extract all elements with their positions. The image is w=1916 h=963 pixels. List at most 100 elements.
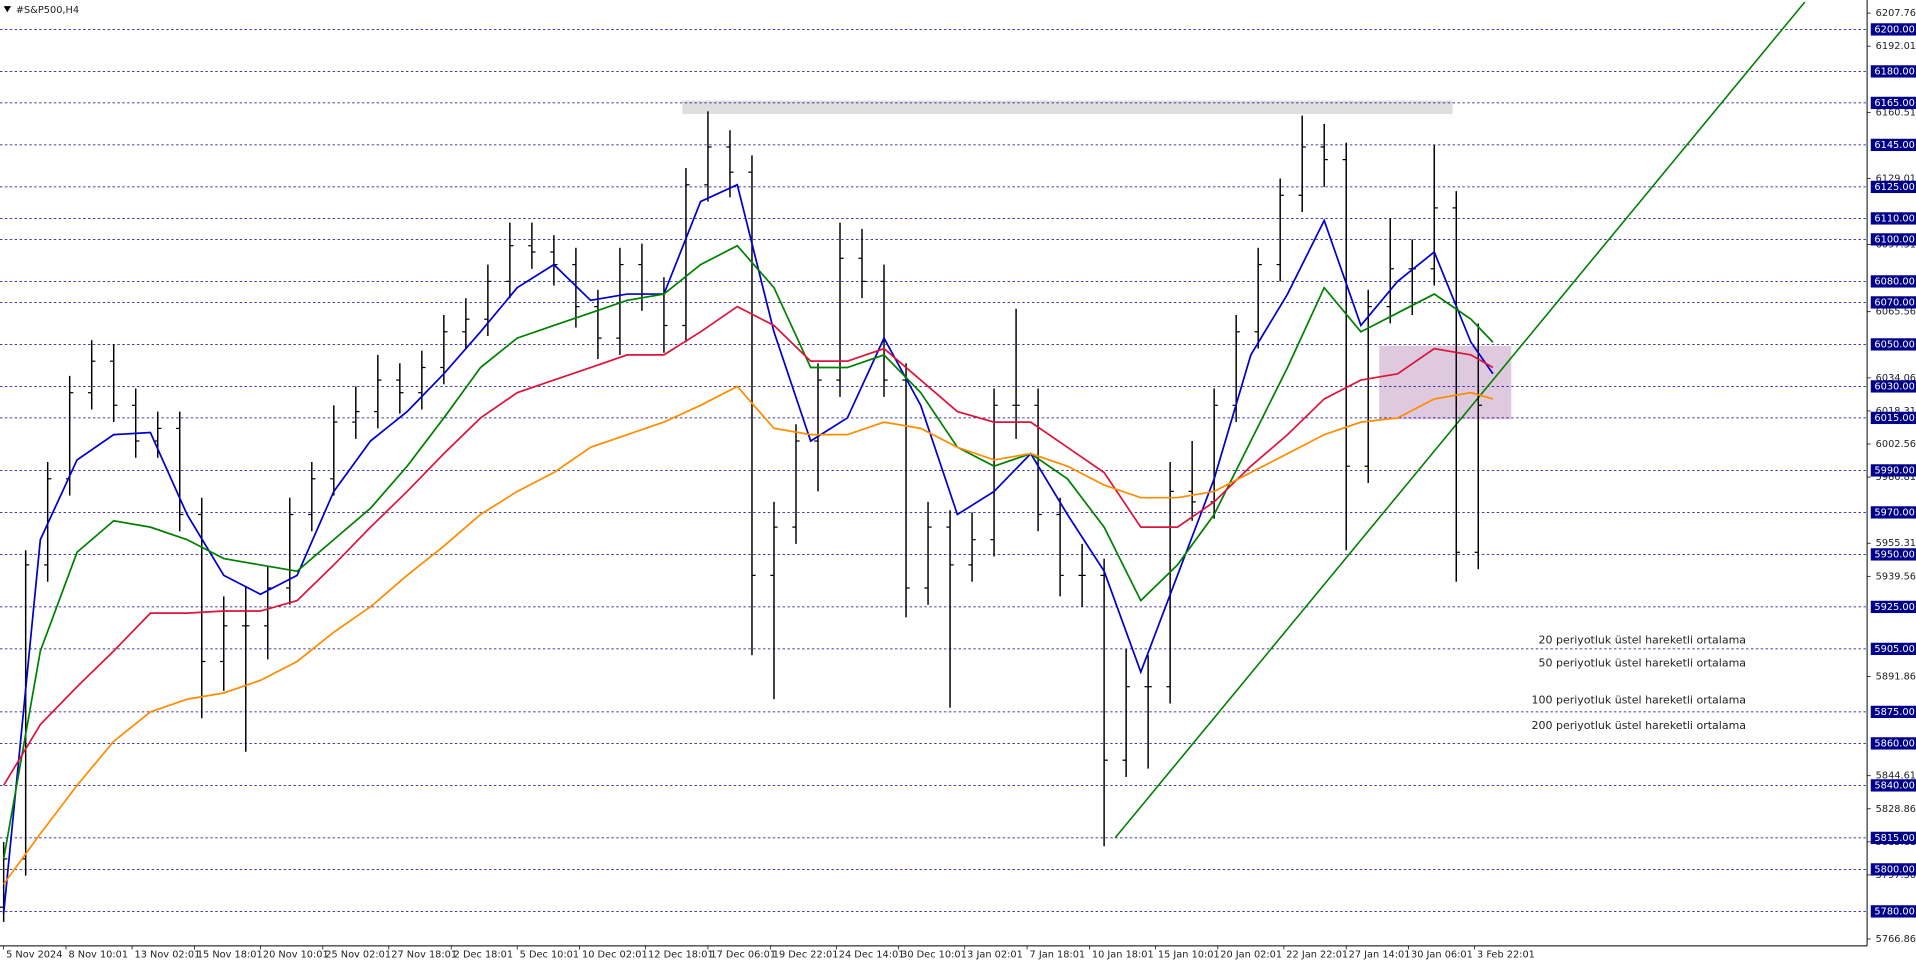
- x-tick-label: 15 Jan 10:01: [1158, 949, 1220, 960]
- menu-arrow: [3, 6, 12, 13]
- x-tick-label: 7 Jan 18:01: [1030, 949, 1086, 960]
- level-label: 6125.00: [1874, 182, 1914, 193]
- level-label: 6100.00: [1874, 234, 1914, 245]
- level-label: 6080.00: [1874, 276, 1914, 287]
- x-tick-label: 25 Nov 02:01: [325, 949, 391, 960]
- level-label: 5925.00: [1874, 602, 1914, 613]
- level-label-box: [1870, 96, 1916, 110]
- x-tick-label: 17 Dec 06:01: [710, 949, 776, 960]
- x-tick-label: 12 Dec 18:01: [648, 949, 714, 960]
- level-label-box: [1870, 548, 1916, 561]
- level-label-box: [1870, 705, 1916, 719]
- y-tick-label: 6192.01: [1876, 41, 1916, 52]
- level-label-box: [1870, 338, 1916, 351]
- zone: [682, 100, 1453, 115]
- y-tick-label: 6018.31: [1876, 406, 1916, 417]
- y-tick-label: 5844.61: [1876, 771, 1916, 782]
- level-label: 5800.00: [1874, 864, 1914, 875]
- level-label-box: [1870, 23, 1916, 36]
- level-label: 6110.00: [1874, 213, 1914, 224]
- y-tick-label: 5955.31: [1876, 538, 1916, 549]
- level-label: 5950.00: [1874, 549, 1914, 560]
- ma-line: [2, 244, 1494, 859]
- ma-line: [2, 183, 1494, 914]
- y-tick-label: 5939.56: [1876, 571, 1916, 582]
- x-tick-label: 15 Nov 18:01: [197, 949, 263, 960]
- x-tick-label: 2 Dec 18:01: [454, 949, 513, 960]
- level-label-box: [1870, 212, 1916, 225]
- ma-line: [2, 305, 1494, 786]
- x-tick-label: 10 Jan 18:01: [1092, 949, 1154, 960]
- level-label-box: [1870, 464, 1916, 477]
- x-tick-label: 19 Dec 22:01: [773, 949, 839, 960]
- x-tick-label: 13 Nov 02:01: [134, 949, 200, 960]
- level-label: 5905.00: [1874, 644, 1914, 655]
- y-tick-label: 6160.51: [1876, 107, 1916, 118]
- level-label-box: [1870, 180, 1916, 194]
- level-label: 6180.00: [1874, 66, 1914, 77]
- level-label: 5840.00: [1874, 780, 1914, 791]
- x-tick-label: 10 Dec 02:01: [582, 949, 648, 960]
- y-tick-label: 5828.86: [1876, 804, 1916, 815]
- x-tick-label: 20 Jan 02:01: [1220, 949, 1282, 960]
- level-label: 5860.00: [1874, 738, 1914, 749]
- x-tick-label: 30 Jan 06:01: [1411, 949, 1473, 960]
- trend-line: [1114, 1, 1806, 839]
- grid: [0, 29, 1868, 912]
- x-tick-label: 3 Feb 22:01: [1477, 949, 1535, 960]
- ma-line: [2, 385, 1494, 885]
- level-label: 5815.00: [1874, 833, 1914, 844]
- legend-label: 50 periyotluk üstel hareketli ortalama: [1538, 657, 1746, 670]
- level-label: 6030.00: [1874, 381, 1914, 392]
- level-label-box: [1870, 380, 1916, 393]
- zone: [1379, 345, 1512, 420]
- level-label-box: [1870, 737, 1916, 750]
- level-label-box: [1870, 296, 1916, 309]
- level-label: 6050.00: [1874, 339, 1914, 350]
- x-tick-label: 8 Nov 10:01: [68, 949, 128, 960]
- level-label-box: [1870, 138, 1916, 152]
- level-label: 6200.00: [1874, 24, 1914, 35]
- level-label: 5970.00: [1874, 507, 1914, 518]
- level-label: 6145.00: [1874, 140, 1914, 151]
- level-label-box: [1870, 233, 1916, 246]
- y-tick-label: 6065.56: [1876, 307, 1916, 318]
- y-tick-label: 6034.06: [1876, 373, 1916, 384]
- chart-title: #S&P500,H4: [16, 5, 79, 16]
- level-label-box: [1870, 506, 1916, 519]
- y-tick-label: 6002.56: [1876, 439, 1916, 450]
- level-label: 5990.00: [1874, 465, 1914, 476]
- y-tick-label: 5766.86: [1876, 934, 1916, 945]
- marks: [0, 1, 1806, 922]
- x-tick-label: 3 Jan 02:01: [967, 949, 1023, 960]
- x-tick-label: 22 Jan 22:01: [1286, 949, 1348, 960]
- level-label-box: [1870, 600, 1916, 614]
- y-tick-label: 6207.76: [1876, 8, 1916, 19]
- legend-label: 100 periyotluk üstel hareketli ortalama: [1531, 693, 1746, 706]
- axis: 6207.766192.016160.516129.016097.516065.…: [3, 8, 1916, 960]
- level-label-box: [1870, 275, 1916, 288]
- x-tick-label: 5 Dec 10:01: [520, 949, 579, 960]
- x-tick-label: 20 Nov 10:01: [263, 949, 329, 960]
- level-label-box: [1870, 779, 1916, 792]
- legend-label: 200 periyotluk üstel hareketli ortalama: [1531, 719, 1746, 732]
- level-label-box: [1870, 863, 1916, 876]
- level-label-box: [1870, 831, 1916, 845]
- zones: [682, 100, 1512, 420]
- level-label: 5780.00: [1874, 906, 1914, 917]
- level-label: 6015.00: [1874, 413, 1914, 424]
- x-tick-label: 5 Nov 2024: [6, 949, 62, 960]
- x-tick-label: 24 Dec 14:01: [839, 949, 905, 960]
- level-label-box: [1870, 411, 1916, 425]
- level-label-box: [1870, 65, 1916, 78]
- y-tick-label: 5986.81: [1876, 472, 1916, 483]
- level-label: 5875.00: [1874, 707, 1914, 718]
- level-label: 6165.00: [1874, 98, 1914, 109]
- level-label-box: [1870, 642, 1916, 656]
- level-label-box: [1870, 905, 1916, 918]
- legend-label: 20 periyotluk üstel hareketli ortalama: [1538, 633, 1746, 646]
- x-tick-label: 30 Dec 10:01: [901, 949, 967, 960]
- y-tick-label: 6129.01: [1876, 173, 1916, 184]
